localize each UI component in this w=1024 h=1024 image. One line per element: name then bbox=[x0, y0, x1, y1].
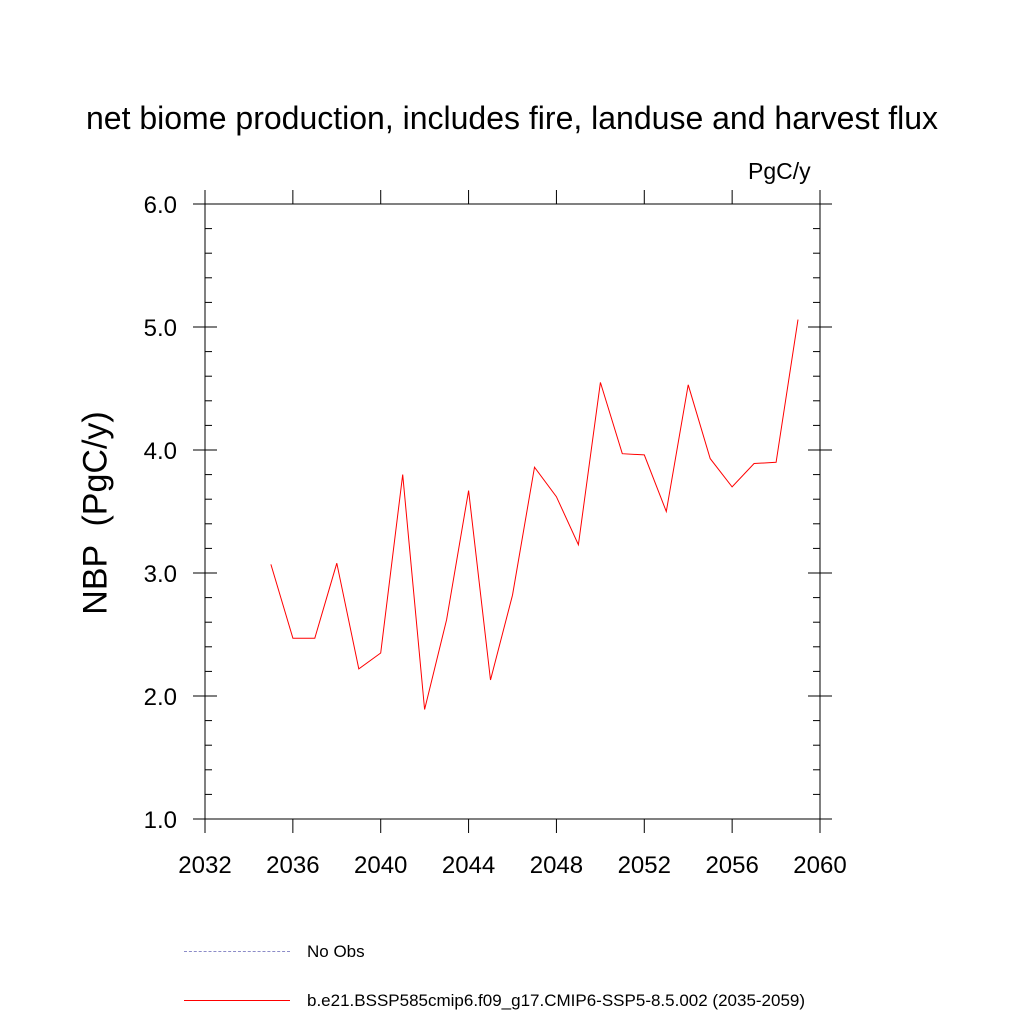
chart-title: net biome production, includes fire, lan… bbox=[85, 100, 939, 136]
units-label: PgC/y bbox=[748, 158, 811, 184]
legend-label-no-obs: No Obs bbox=[307, 942, 365, 961]
y-tick-label: 6.0 bbox=[144, 192, 177, 219]
y-tick-label: 3.0 bbox=[144, 561, 177, 588]
x-tick-label: 2052 bbox=[618, 852, 671, 879]
x-tick-label: 2048 bbox=[530, 852, 583, 879]
x-tick-label: 2040 bbox=[354, 852, 407, 879]
legend-item-model-run: b.e21.BSSP585cmip6.f09_g17.CMIP6-SSP5-8.… bbox=[184, 991, 884, 1011]
legend-swatch-solid bbox=[184, 1000, 290, 1001]
x-tick-label: 2036 bbox=[266, 852, 319, 879]
plot-frame bbox=[204, 203, 821, 820]
y-tick-label: 2.0 bbox=[144, 684, 177, 711]
y-tick-label: 5.0 bbox=[144, 315, 177, 342]
x-tick-label: 2060 bbox=[793, 852, 846, 879]
legend-label-model-run: b.e21.BSSP585cmip6.f09_g17.CMIP6-SSP5-8.… bbox=[307, 991, 806, 1010]
x-tick-label: 2056 bbox=[705, 852, 758, 879]
y-tick-label: 1.0 bbox=[144, 807, 177, 834]
x-tick-label: 2044 bbox=[442, 852, 495, 879]
legend-swatch-dashed bbox=[184, 951, 290, 952]
series-line bbox=[270, 319, 799, 710]
x-tick-label: 2032 bbox=[178, 852, 231, 879]
y-tick-label: 4.0 bbox=[144, 438, 177, 465]
legend-item-no-obs: No Obs bbox=[184, 942, 884, 962]
